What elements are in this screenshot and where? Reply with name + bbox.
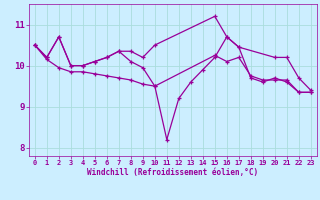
X-axis label: Windchill (Refroidissement éolien,°C): Windchill (Refroidissement éolien,°C) bbox=[87, 168, 258, 177]
